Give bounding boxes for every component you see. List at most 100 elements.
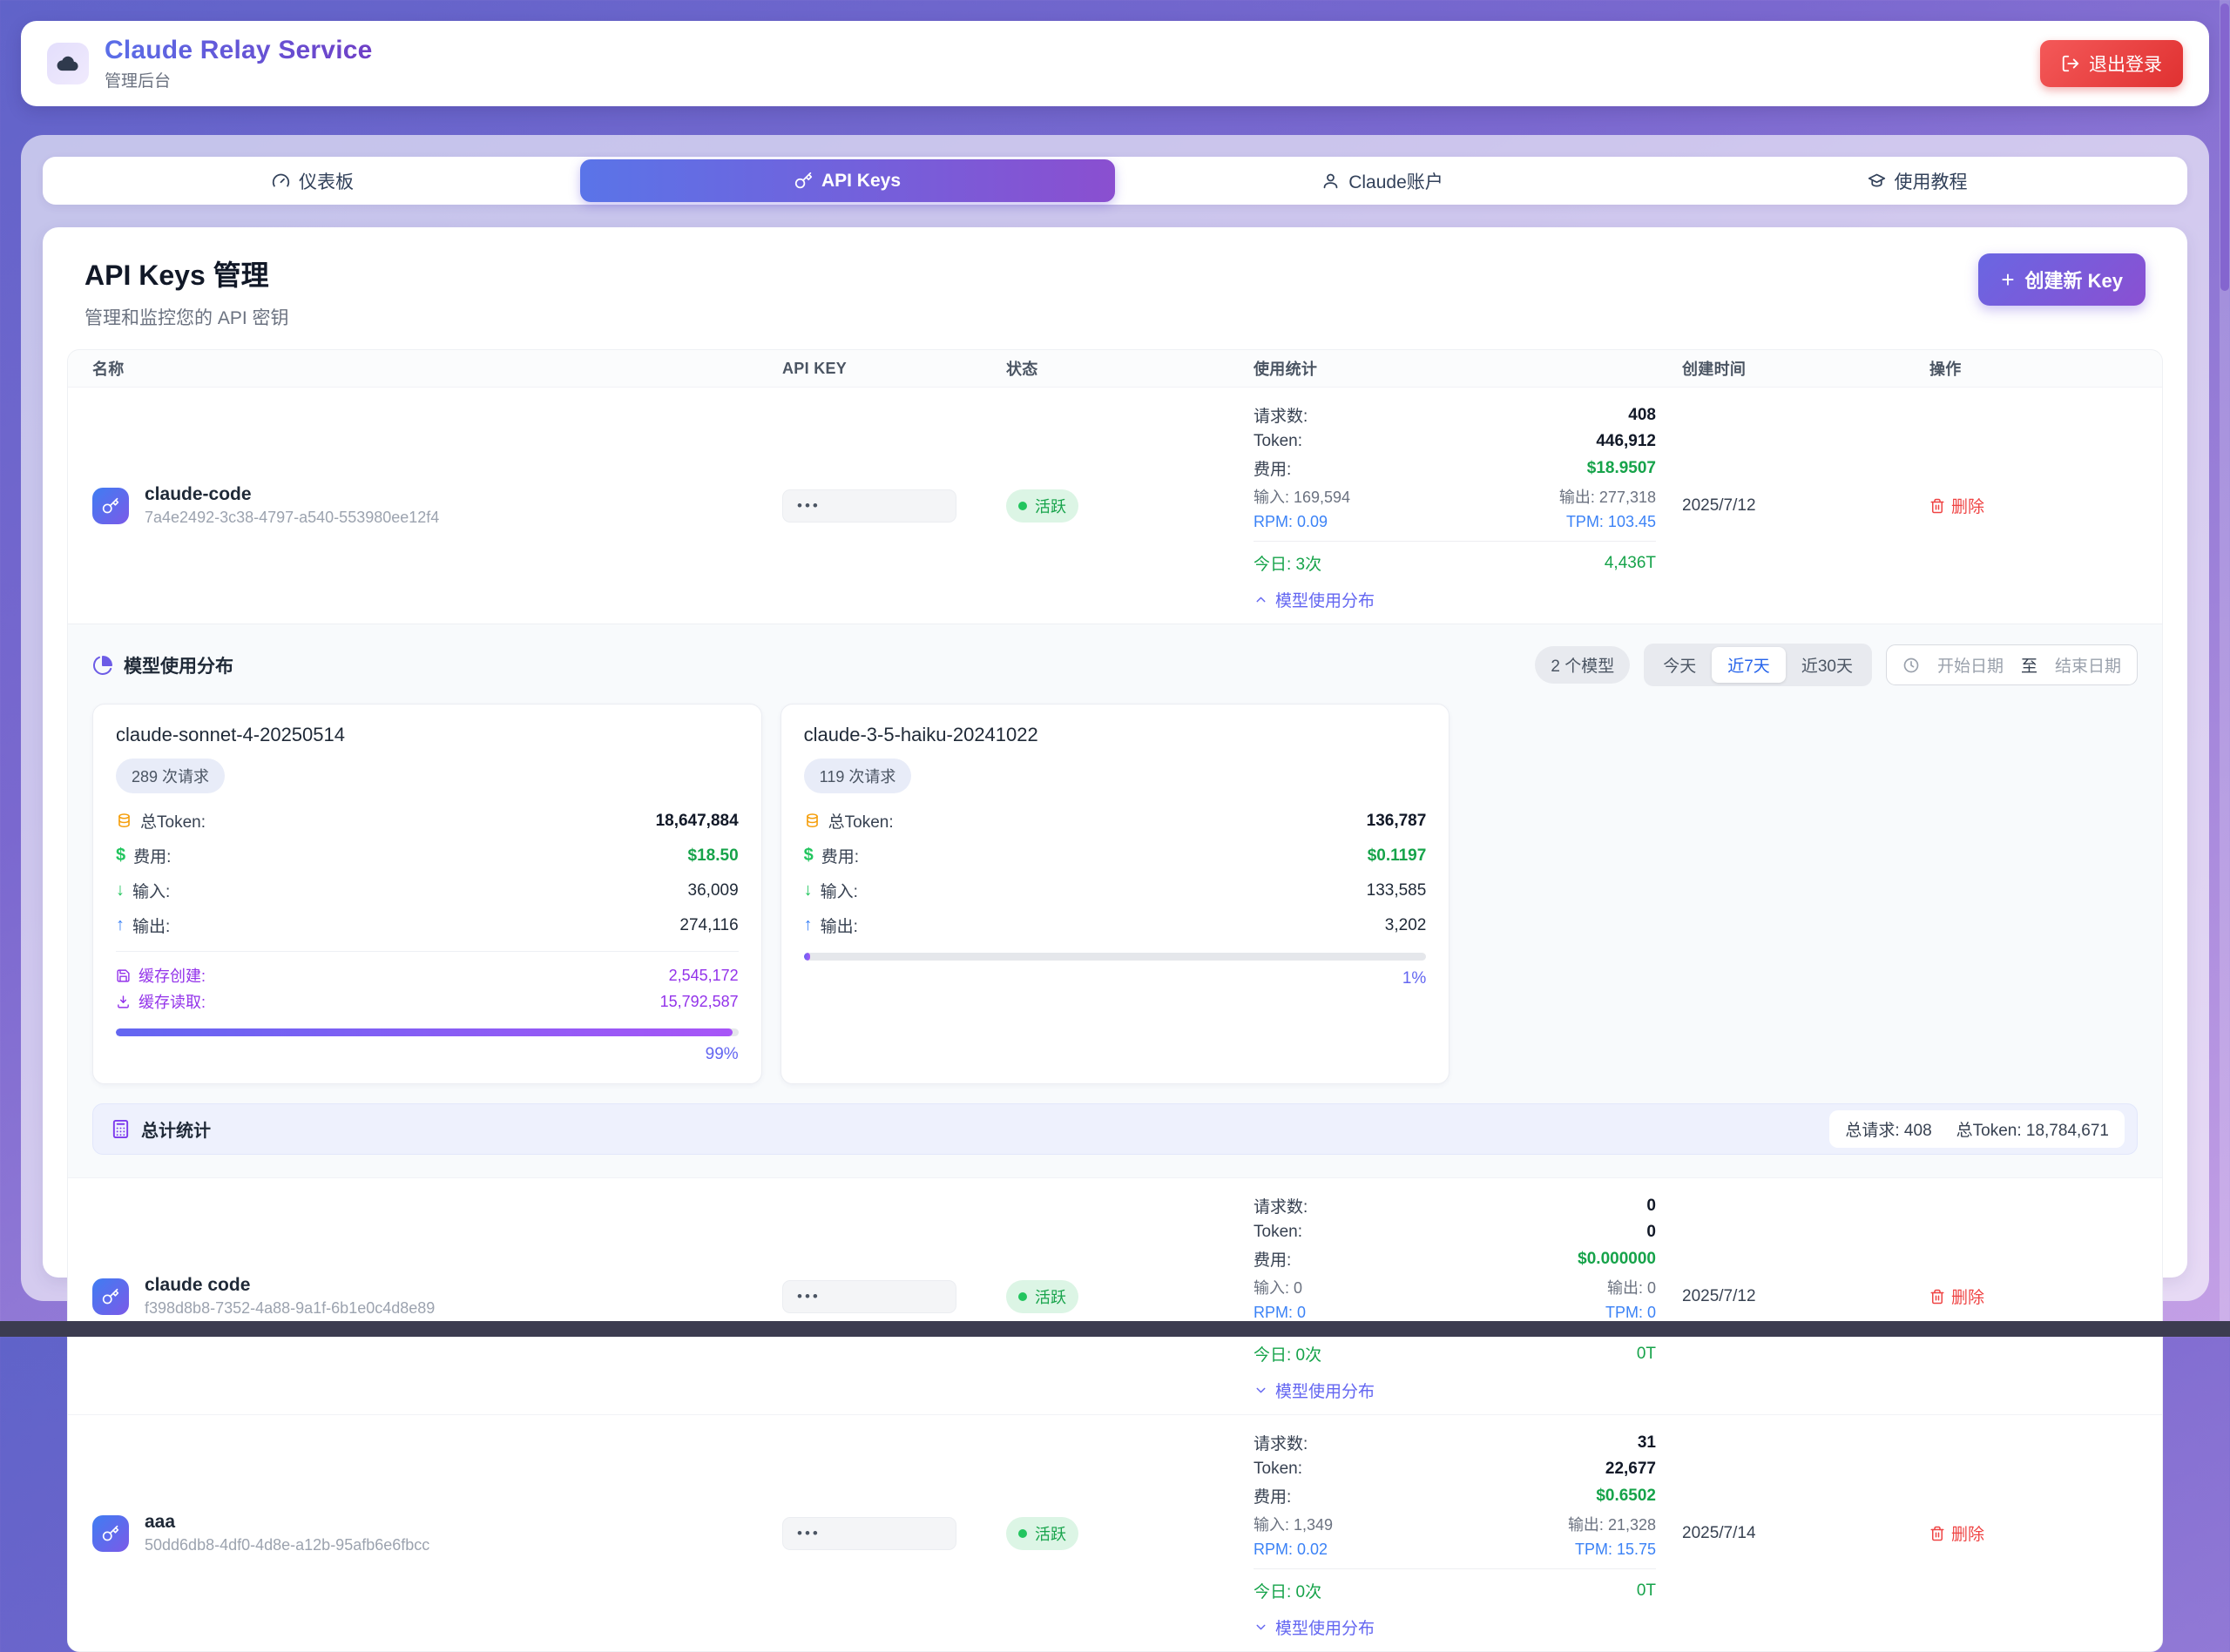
model-distribution-toggle[interactable]: 模型使用分布 xyxy=(1254,1615,1375,1639)
cost-label: 费用: xyxy=(1254,1488,1292,1507)
content-wrapper: 仪表板 API Keys Claude账户 使用教程 API Keys 管理 xyxy=(21,135,2209,1652)
usage-progress-bar xyxy=(803,953,1427,961)
key-avatar xyxy=(92,1514,129,1552)
custom-date-range[interactable]: 开始日期 至 结束日期 xyxy=(1885,644,2138,685)
column-header-name: 名称 xyxy=(92,361,125,378)
tab-claude-account[interactable]: Claude账户 xyxy=(1115,159,1650,202)
key-icon xyxy=(794,172,813,190)
input-tokens: 输入: 0 xyxy=(1254,1279,1303,1297)
start-date-placeholder[interactable]: 开始日期 xyxy=(1936,657,2004,676)
token-value: 22,677 xyxy=(1605,1460,1656,1478)
today-tokens: 0T xyxy=(1636,1344,1656,1363)
model-input-value: 36,009 xyxy=(687,880,739,900)
today-tokens: 0T xyxy=(1636,1581,1656,1600)
tpm-value: TPM: 15.75 xyxy=(1574,1541,1656,1558)
cost-value: $0.6502 xyxy=(1596,1486,1656,1505)
tab-api-keys[interactable]: API Keys xyxy=(580,159,1115,202)
tab-dashboard[interactable]: 仪表板 xyxy=(45,159,580,202)
status-dot-icon xyxy=(1018,1528,1027,1538)
rpm-value: RPM: 0.09 xyxy=(1254,513,1328,530)
tab-api-keys-label: API Keys xyxy=(821,170,902,191)
token-label: Token: xyxy=(1254,1223,1302,1241)
today-requests: 今日: 3次 xyxy=(1254,556,1322,574)
masked-api-key[interactable]: ••• xyxy=(782,489,956,523)
key-name: aaa xyxy=(145,1512,176,1532)
total-token-value: 18,647,884 xyxy=(655,811,739,830)
output-tokens: 输出: 277,318 xyxy=(1558,489,1656,506)
delete-button[interactable]: 删除 xyxy=(1929,1521,1984,1545)
rpm-value: RPM: 0 xyxy=(1254,1304,1307,1321)
cache-read-label: 缓存读取: xyxy=(139,994,206,1011)
key-name: claude code xyxy=(145,1275,251,1295)
filter-last30days[interactable]: 近30天 xyxy=(1786,647,1868,683)
total-token-label: 总Token: xyxy=(140,813,206,832)
total-tokens: 总Token: 18,784,671 xyxy=(1956,1122,2109,1140)
requests-label: 请求数: xyxy=(1254,1198,1308,1217)
api-key-row: claude-code 7a4e2492-3c38-4797-a540-5539… xyxy=(68,387,2162,624)
output-tokens: 输出: 0 xyxy=(1606,1279,1656,1297)
masked-api-key[interactable]: ••• xyxy=(782,1279,956,1313)
key-avatar xyxy=(92,1278,129,1315)
token-value: 446,912 xyxy=(1596,432,1656,450)
tpm-value: TPM: 103.45 xyxy=(1565,513,1656,530)
cloud-icon xyxy=(56,51,80,76)
graduation-cap-icon xyxy=(1868,172,1886,190)
tab-tutorial[interactable]: 使用教程 xyxy=(1650,159,2185,202)
created-date: 2025/7/12 xyxy=(1682,496,1756,515)
user-icon xyxy=(1321,172,1340,190)
arrow-down-icon: ↓ xyxy=(116,880,125,900)
model-output-label: 输出: xyxy=(820,918,858,936)
delete-button[interactable]: 删除 xyxy=(1929,494,1984,517)
model-card: claude-sonnet-4-20250514 289 次请求 总Token:… xyxy=(92,704,762,1084)
model-requests-badge: 289 次请求 xyxy=(116,759,226,793)
logout-icon xyxy=(2061,54,2080,73)
create-key-label: 创建新 Key xyxy=(2024,270,2123,292)
column-header-status: 状态 xyxy=(1006,361,1038,378)
key-name: claude-code xyxy=(145,484,252,504)
create-key-button[interactable]: + 创建新 Key xyxy=(1978,253,2146,306)
arrow-up-icon: ↑ xyxy=(116,915,125,934)
delete-button[interactable]: 删除 xyxy=(1929,1285,1984,1308)
api-key-row: claude code f398d8b8-7352-4a88-9a1f-6b1e… xyxy=(68,1177,2162,1414)
plus-icon: + xyxy=(2001,266,2015,293)
model-input-label: 输入: xyxy=(132,883,171,901)
requests-value: 408 xyxy=(1628,405,1656,424)
filter-last7days[interactable]: 近7天 xyxy=(1712,647,1786,683)
chevron-up-icon xyxy=(1254,592,1268,607)
clock-icon xyxy=(1902,657,1920,674)
totals-title: 总计统计 xyxy=(141,1122,211,1141)
calculator-icon xyxy=(111,1119,131,1139)
scrollbar-thumb[interactable] xyxy=(2220,3,2229,291)
app-title: Claude Relay Service xyxy=(105,36,373,64)
key-id: 7a4e2492-3c38-4797-a540-553980ee12f4 xyxy=(145,509,440,526)
model-name: claude-3-5-haiku-20241022 xyxy=(803,724,1038,745)
model-distribution-toggle[interactable]: 模型使用分布 xyxy=(1254,1379,1375,1402)
status-dot-icon xyxy=(1018,501,1027,510)
key-id: f398d8b8-7352-4a88-9a1f-6b1e0c4d8e89 xyxy=(145,1299,436,1317)
model-output-label: 输出: xyxy=(132,918,171,936)
rpm-value: RPM: 0.02 xyxy=(1254,1541,1328,1558)
filter-today[interactable]: 今天 xyxy=(1647,647,1712,683)
logout-button[interactable]: 退出登录 xyxy=(2040,40,2183,87)
coins-icon xyxy=(116,813,132,829)
pie-chart-icon xyxy=(92,655,113,676)
input-tokens: 输入: 169,594 xyxy=(1254,489,1351,506)
cache-read-value: 15,792,587 xyxy=(659,992,739,1010)
app-header: Claude Relay Service 管理后台 退出登录 xyxy=(21,21,2209,106)
save-icon xyxy=(116,968,131,983)
requests-value: 0 xyxy=(1646,1196,1656,1215)
model-distribution-toggle[interactable]: 模型使用分布 xyxy=(1254,588,1375,611)
masked-api-key[interactable]: ••• xyxy=(782,1516,956,1550)
end-date-placeholder[interactable]: 结束日期 xyxy=(2054,657,2121,676)
date-range-segmented-control: 今天 近7天 近30天 xyxy=(1644,644,1872,686)
today-tokens: 4,436T xyxy=(1604,553,1656,572)
total-token-value: 136,787 xyxy=(1366,811,1427,830)
tab-bar: 仪表板 API Keys Claude账户 使用教程 xyxy=(43,157,2187,205)
created-date: 2025/7/12 xyxy=(1682,1286,1756,1305)
totals-bar: 总计统计 总请求: 408 总Token: 18,784,671 xyxy=(92,1103,2138,1155)
usage-progress-bar xyxy=(116,1028,739,1036)
logout-label: 退出登录 xyxy=(2089,55,2162,75)
bottom-edge-strip xyxy=(0,1321,2230,1337)
cost-label: 费用: xyxy=(1254,461,1292,479)
scrollbar[interactable] xyxy=(2220,0,2230,1321)
